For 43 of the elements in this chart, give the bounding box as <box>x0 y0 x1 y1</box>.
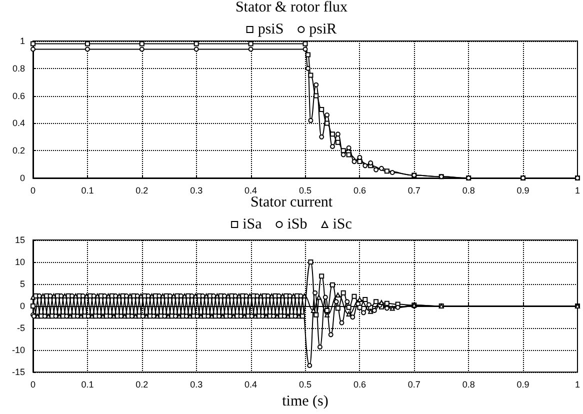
y-tick-label: 15 <box>14 235 25 245</box>
x-tick-label: 0.7 <box>408 186 420 196</box>
y-tick-label: 0.8 <box>12 63 25 74</box>
x-tick-label: 0.1 <box>81 186 94 196</box>
y-tick-label: 0 <box>20 301 25 312</box>
y-tick-label: 5 <box>20 279 25 290</box>
y-tick-label: 0.6 <box>12 90 25 101</box>
y-tick-label: -10 <box>12 345 25 356</box>
x-tick-label: 0.7 <box>408 380 420 390</box>
x-tick-label: 0.5 <box>298 186 312 196</box>
x-tick-label: 0.3 <box>190 380 203 390</box>
x-tick-label: 0.5 <box>298 380 312 390</box>
legend-label: iSc <box>332 216 352 232</box>
x-tick-label: 0.2 <box>136 380 148 390</box>
chart-title: Stator & rotor flux <box>235 0 348 16</box>
y-tick-label: 1 <box>20 36 25 46</box>
x-tick-label: 0 <box>30 186 36 196</box>
legend-label: psiR <box>309 22 337 38</box>
legend-label: psiS <box>258 22 284 38</box>
x-tick-label: 0.9 <box>516 186 530 196</box>
x-tick-label: 0.6 <box>353 186 366 196</box>
x-tick-label: 0.6 <box>353 380 366 390</box>
y-tick-label: 0 <box>20 173 25 183</box>
y-tick-label: -15 <box>12 367 25 378</box>
x-tick-label: 0.1 <box>81 380 94 390</box>
legend-label: iSb <box>287 216 308 232</box>
x-tick-label: 0.8 <box>462 186 475 196</box>
x-tick-label: 0 <box>30 380 36 390</box>
y-tick-label: -5 <box>16 323 25 334</box>
x-tick-label: 0.9 <box>516 380 530 390</box>
x-tick-label: 0.2 <box>136 186 148 196</box>
chart-title: Stator current <box>250 194 334 210</box>
x-tick-label: 1 <box>574 380 580 390</box>
x-tick-label: 0.3 <box>190 186 203 196</box>
y-tick-label: 0.4 <box>12 118 25 128</box>
x-tick-label: 0.4 <box>244 186 258 196</box>
x-tick-label: 1 <box>574 186 580 196</box>
y-tick-label: 0.2 <box>12 146 25 156</box>
legend-label: iSa <box>242 216 262 232</box>
x-tick-label: 0.4 <box>244 380 258 390</box>
x-axis-title: time (s) <box>282 394 328 410</box>
x-tick-label: 0.8 <box>462 380 475 390</box>
y-tick-label: 10 <box>14 257 25 268</box>
